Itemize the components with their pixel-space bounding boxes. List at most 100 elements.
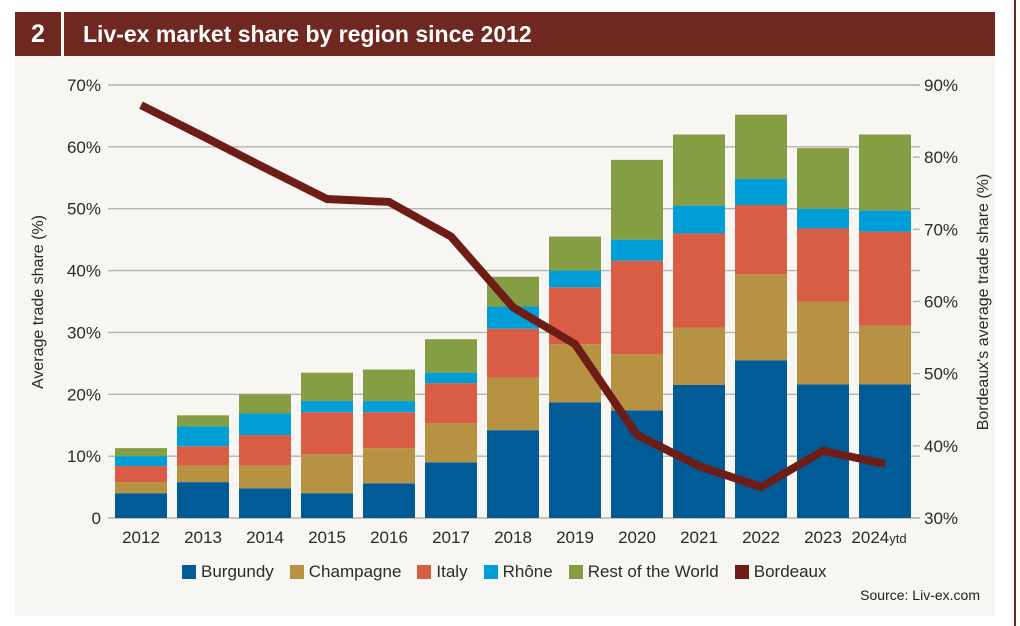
figure-number: 2	[15, 12, 61, 56]
legend: Burgundy Champagne Italy Rhône Rest of the W…	[182, 562, 843, 582]
x-tick-label: 2024ytd	[851, 528, 906, 547]
y-tick-label: 0	[92, 509, 101, 528]
y-tick-label: 60%	[67, 138, 101, 157]
bar-burgundy-2018	[487, 430, 539, 518]
x-tick-label: 2015	[308, 528, 346, 547]
bar-rh-ne-2015	[301, 401, 353, 413]
y-axis-title: Average trade share (%)	[30, 215, 47, 389]
legend-label: Burgundy	[201, 562, 274, 581]
bordeaux-line-layer	[139, 101, 886, 492]
bar-rh-ne-2014	[239, 413, 291, 436]
bar-champagne-2012	[115, 482, 167, 494]
legend-swatch	[182, 565, 196, 579]
bar-burgundy-2013	[177, 482, 229, 518]
bar-burgundy-2024	[859, 384, 911, 518]
y2-tick-label: 80%	[924, 148, 958, 167]
legend-label: Champagne	[308, 562, 402, 581]
bar-burgundy-2014	[239, 488, 291, 518]
legend-label: Rhône	[502, 562, 553, 581]
bar-champagne-2023	[797, 301, 849, 385]
legend-label: Bordeaux	[753, 562, 827, 581]
bar-rest-of-the-world-2019	[549, 236, 601, 271]
bar-italy-2020	[611, 260, 663, 355]
y2-tick-label: 60%	[924, 293, 958, 312]
bar-italy-2013	[177, 446, 229, 466]
bar-rh-ne-2020	[611, 239, 663, 261]
bar-italy-2017	[425, 383, 477, 424]
bar-italy-2015	[301, 412, 353, 455]
bar-burgundy-2020	[611, 410, 663, 518]
y2-tick-label: 40%	[924, 437, 958, 456]
bar-rest-of-the-world-2015	[301, 372, 353, 402]
y2-tick-label: 30%	[924, 509, 958, 528]
legend-swatch	[417, 565, 432, 579]
y-tick-label: 70%	[67, 76, 101, 95]
bar-rest-of-the-world-2021	[673, 134, 725, 206]
page-edge-rule	[1014, 0, 1016, 626]
x-tick-label: 2012	[122, 528, 160, 547]
x-tick-label: 2013	[184, 528, 222, 547]
bar-rest-of-the-world-2022	[735, 114, 787, 180]
x-tick-label: 2023	[804, 528, 842, 547]
y2-axis-title: Bordeaux's average trade share (%)	[975, 174, 992, 431]
bar-champagne-2014	[239, 465, 291, 489]
bar-rh-ne-2019	[549, 270, 601, 288]
x-tick-label: 2021	[680, 528, 718, 547]
bar-italy-2023	[797, 228, 849, 302]
bar-rest-of-the-world-2024	[859, 134, 911, 211]
x-tick-label: 2019	[556, 528, 594, 547]
bar-rest-of-the-world-2016	[363, 369, 415, 402]
legend-item: Rhône	[483, 562, 553, 582]
bar-champagne-2017	[425, 423, 477, 463]
x-tick-label: 2018	[494, 528, 532, 547]
right-axis-ticks: 30% 40% 50% 60% 70% 80% 90%	[913, 76, 958, 528]
x-tick-label: 2016	[370, 528, 408, 547]
x-tick-label: 2014	[246, 528, 284, 547]
chart-title: Liv-ex market share by region since 2012	[64, 12, 995, 56]
bar-italy-2024	[859, 231, 911, 326]
bar-italy-2018	[487, 328, 539, 378]
bar-italy-2021	[673, 233, 725, 328]
bar-champagne-2024	[859, 325, 911, 385]
legend-item: Burgundy	[182, 562, 274, 582]
y-tick-label: 30%	[67, 323, 101, 342]
x-axis-ticks: 2012 2013 2014 2015 2016 2017 2018 2019 2020 2021…	[122, 528, 907, 547]
bar-rest-of-the-world-2013	[177, 415, 229, 427]
bar-burgundy-2016	[363, 483, 415, 518]
bars	[115, 114, 911, 518]
legend-swatch	[734, 565, 749, 579]
bar-rest-of-the-world-2023	[797, 148, 849, 209]
bar-rest-of-the-world-2020	[611, 159, 663, 240]
legend-item: Rest of the World	[568, 562, 719, 582]
bar-rh-ne-2022	[735, 179, 787, 206]
bar-rh-ne-2023	[797, 208, 849, 229]
legend-label: Rest of the World	[587, 562, 719, 581]
legend-item: Bordeaux	[734, 562, 827, 582]
bar-burgundy-2015	[301, 493, 353, 518]
x-tick-label: 2022	[742, 528, 780, 547]
bar-burgundy-2022	[735, 360, 787, 518]
y2-tick-label: 70%	[924, 220, 958, 239]
bar-champagne-2013	[177, 465, 229, 483]
bar-burgundy-2019	[549, 402, 601, 518]
x-tick-label: 2017	[432, 528, 470, 547]
y-tick-label: 10%	[67, 447, 101, 466]
bar-champagne-2016	[363, 448, 415, 484]
x-tick-suffix: ytd	[889, 531, 906, 546]
y-tick-label: 20%	[67, 385, 101, 404]
bar-rh-ne-2017	[425, 372, 477, 384]
y-tick-label: 40%	[67, 262, 101, 281]
source-note: Source: Liv-ex.com	[860, 587, 980, 603]
bar-rh-ne-2021	[673, 205, 725, 234]
bar-rh-ne-2024	[859, 210, 911, 232]
bar-rh-ne-2013	[177, 426, 229, 447]
bar-burgundy-2021	[673, 385, 725, 518]
bar-champagne-2015	[301, 454, 353, 494]
y-tick-label: 50%	[67, 200, 101, 219]
legend-item: Italy	[417, 562, 468, 582]
legend-item: Champagne	[289, 562, 402, 582]
legend-swatch	[483, 565, 498, 579]
bar-rh-ne-2016	[363, 401, 415, 413]
x-tick-label: 2020	[618, 528, 656, 547]
